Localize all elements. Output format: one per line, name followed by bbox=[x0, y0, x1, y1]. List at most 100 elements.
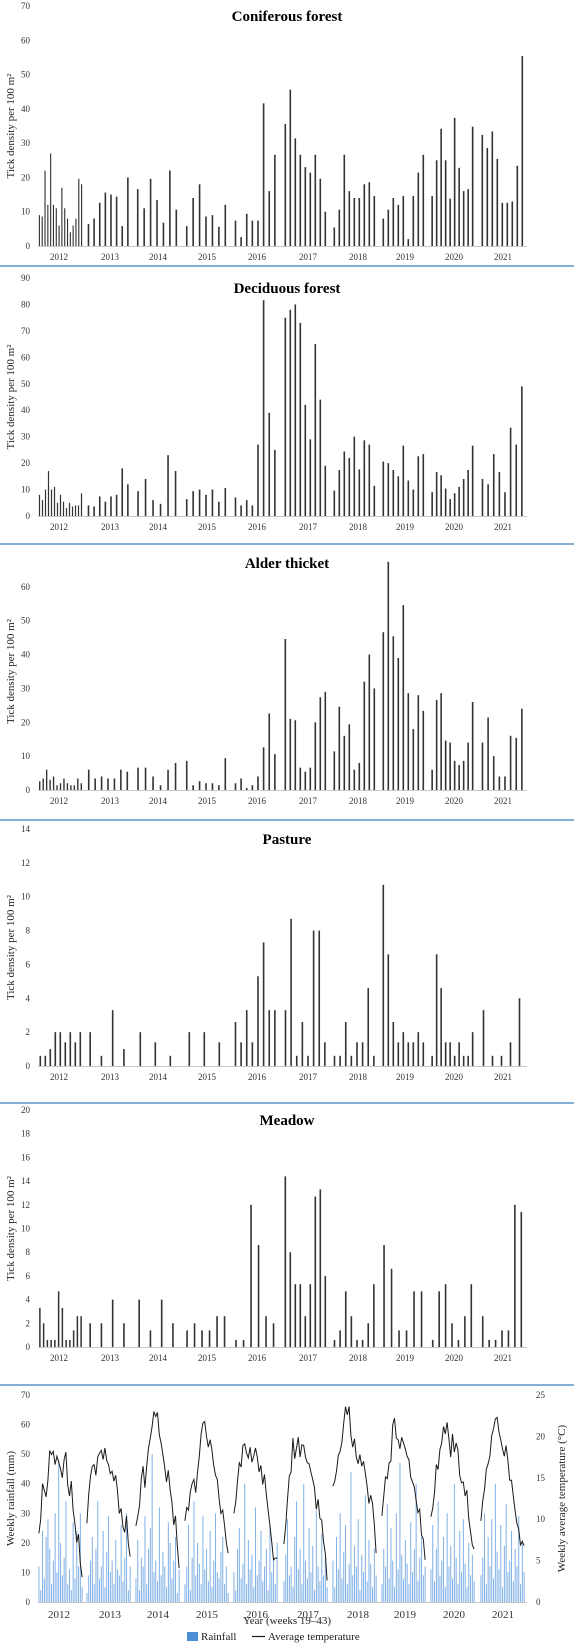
tick-density-bar bbox=[407, 693, 410, 790]
rainfall-bar bbox=[115, 1539, 117, 1602]
rainfall-bar bbox=[512, 1581, 514, 1602]
tick-density-bar bbox=[294, 304, 297, 516]
tick-density-bar bbox=[59, 494, 62, 516]
rainfall-bar bbox=[264, 1566, 266, 1602]
tick-density-bar bbox=[398, 1330, 400, 1347]
tick-density-bar bbox=[407, 239, 410, 246]
tick-density-bar bbox=[314, 1196, 317, 1347]
tick-density-bar bbox=[301, 1021, 304, 1066]
rainfall-bar bbox=[370, 1563, 372, 1602]
tick-density-bar bbox=[319, 399, 322, 516]
x-tick-label: 2020 bbox=[445, 796, 464, 806]
tick-density-bar bbox=[449, 198, 451, 246]
panel-coniferous-forest: Coniferous forest 0 10 20 30 40 50 60 70 Tick den… bbox=[0, 1, 574, 267]
rainfall-bar bbox=[386, 1504, 388, 1602]
x-tick-label: 2017 bbox=[299, 252, 318, 262]
tick-density-bar bbox=[94, 778, 96, 790]
rainfall-bar bbox=[503, 1545, 505, 1602]
tick-density-bar bbox=[289, 718, 292, 790]
rainfall-bar bbox=[122, 1581, 124, 1602]
tick-density-bar bbox=[87, 224, 90, 246]
tick-density-bar bbox=[509, 1042, 512, 1066]
rainfall-bar bbox=[364, 1495, 366, 1602]
tick-density-bar bbox=[294, 1284, 297, 1347]
tick-density-bar bbox=[506, 202, 509, 246]
tick-density-bar bbox=[481, 478, 484, 516]
y-tick-label: 90 bbox=[21, 273, 31, 283]
tick-density-bar bbox=[42, 778, 44, 790]
rainfall-bar bbox=[224, 1584, 226, 1602]
tick-density-bar bbox=[368, 654, 371, 790]
tick-density-bar bbox=[123, 1323, 125, 1347]
y-tick-label: 12 bbox=[21, 858, 30, 868]
x-tick-label: 2016 bbox=[246, 1609, 269, 1621]
x-tick-label: 2016 bbox=[248, 796, 267, 806]
tick-density-bar bbox=[319, 178, 322, 246]
tick-density-bar bbox=[516, 165, 519, 246]
rainfall-bar bbox=[283, 1581, 285, 1602]
rainfall-bar bbox=[312, 1545, 314, 1602]
y-tick-label: 20 bbox=[21, 172, 31, 182]
rainfall-bar bbox=[464, 1563, 466, 1602]
y2-axis-label: Weekly average temperature (°C) bbox=[556, 1424, 568, 1572]
rainfall-bar bbox=[149, 1528, 151, 1602]
tick-density-bar bbox=[482, 1010, 485, 1066]
rainfall-bar bbox=[42, 1531, 44, 1602]
rainfall-bar bbox=[176, 1593, 178, 1602]
tick-density-bar bbox=[65, 508, 68, 516]
tick-density-bar bbox=[309, 172, 312, 246]
rainfall-bar bbox=[200, 1584, 202, 1602]
panel-title: Deciduous forest bbox=[234, 281, 341, 297]
rainfall-bar bbox=[415, 1483, 417, 1602]
rainfall-bar bbox=[260, 1531, 262, 1602]
y-tick-label: 20 bbox=[21, 458, 31, 468]
rainfall-bar bbox=[157, 1581, 159, 1602]
y2-tick-label: 10 bbox=[536, 1514, 546, 1524]
x-tick-label: 2012 bbox=[50, 1072, 68, 1082]
rainfall-bar bbox=[485, 1584, 487, 1602]
rainfall-bar bbox=[160, 1575, 162, 1602]
tick-density-bar bbox=[162, 222, 165, 246]
panel-pasture: Pasture 0 2 4 6 8 10 12 14 Tick density per 100 m… bbox=[0, 824, 574, 1104]
y-tick-label: 10 bbox=[21, 485, 31, 495]
tick-density-bar bbox=[324, 1275, 327, 1347]
tick-density-bar bbox=[111, 1299, 114, 1347]
tick-density-bar bbox=[422, 154, 425, 246]
rainfall-bar bbox=[67, 1584, 69, 1602]
rainfall-bar bbox=[381, 1584, 383, 1602]
tick-density-bar bbox=[186, 1330, 188, 1347]
rainfall-bar bbox=[354, 1545, 356, 1602]
tick-density-bar bbox=[350, 1055, 353, 1066]
tick-density-bar bbox=[39, 1055, 42, 1066]
tick-density-bar bbox=[511, 201, 514, 246]
tick-density-bar bbox=[392, 198, 395, 246]
tick-density-bar bbox=[344, 1021, 347, 1066]
tick-density-bar bbox=[520, 1211, 523, 1347]
rainfall-bar bbox=[86, 1593, 88, 1602]
y-axis-label: Tick density per 100 m² bbox=[5, 1175, 17, 1281]
y-tick-label: 0 bbox=[26, 1061, 31, 1071]
tick-density-bar bbox=[492, 454, 495, 516]
y-axis-label: Tick density per 100 m² bbox=[5, 618, 17, 724]
tick-density-bar bbox=[169, 1055, 172, 1066]
x-tick-label: 2014 bbox=[149, 1072, 168, 1082]
rainfall-bar bbox=[102, 1531, 104, 1602]
rainfall-bar bbox=[406, 1563, 408, 1602]
tick-density-bar bbox=[257, 444, 259, 516]
tick-density-bar bbox=[440, 693, 442, 790]
tick-density-bar bbox=[57, 1291, 60, 1347]
panel-alder-thicket: Alder thicket 0 10 20 30 40 50 60 Tick density p… bbox=[0, 556, 574, 821]
tick-density-bar bbox=[373, 1284, 375, 1347]
tick-density-bar bbox=[392, 1021, 395, 1066]
tick-density-bar bbox=[304, 1316, 307, 1347]
tick-density-bar bbox=[420, 1291, 423, 1347]
tick-density-bar bbox=[98, 496, 101, 516]
y2-tick-label: 0 bbox=[536, 1597, 541, 1607]
y-tick-label: 30 bbox=[21, 432, 31, 442]
rainfall-bar bbox=[394, 1587, 396, 1602]
tick-density-bar bbox=[72, 225, 74, 246]
tick-density-bar bbox=[324, 691, 327, 790]
tick-density-bar bbox=[521, 708, 523, 790]
tick-density-bar bbox=[100, 1055, 103, 1066]
y-tick-label: 18 bbox=[21, 1129, 31, 1139]
